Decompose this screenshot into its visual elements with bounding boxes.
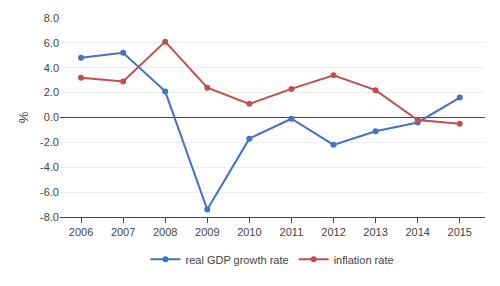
svg-text:inflation rate: inflation rate <box>334 254 394 266</box>
svg-text:real GDP growth rate: real GDP growth rate <box>186 254 289 266</box>
svg-text:2013: 2013 <box>363 226 387 238</box>
svg-text:2012: 2012 <box>321 226 345 238</box>
svg-text:4.0: 4.0 <box>44 62 59 74</box>
svg-text:2008: 2008 <box>153 226 177 238</box>
svg-text:2007: 2007 <box>111 226 135 238</box>
svg-text:2015: 2015 <box>448 226 472 238</box>
svg-text:-2.0: -2.0 <box>40 136 59 148</box>
svg-text:8.0: 8.0 <box>44 12 59 24</box>
svg-text:-4.0: -4.0 <box>40 161 59 173</box>
svg-text:-6.0: -6.0 <box>40 186 59 198</box>
svg-text:-8.0: -8.0 <box>40 211 59 223</box>
svg-text:0.0: 0.0 <box>44 111 59 123</box>
svg-text:6.0: 6.0 <box>44 37 59 49</box>
svg-text:2006: 2006 <box>69 226 93 238</box>
svg-text:2014: 2014 <box>405 226 429 238</box>
svg-text:2010: 2010 <box>237 226 261 238</box>
svg-text:2009: 2009 <box>195 226 219 238</box>
svg-text:%: % <box>16 111 31 123</box>
svg-text:2.0: 2.0 <box>44 86 59 98</box>
svg-text:2011: 2011 <box>280 226 304 238</box>
